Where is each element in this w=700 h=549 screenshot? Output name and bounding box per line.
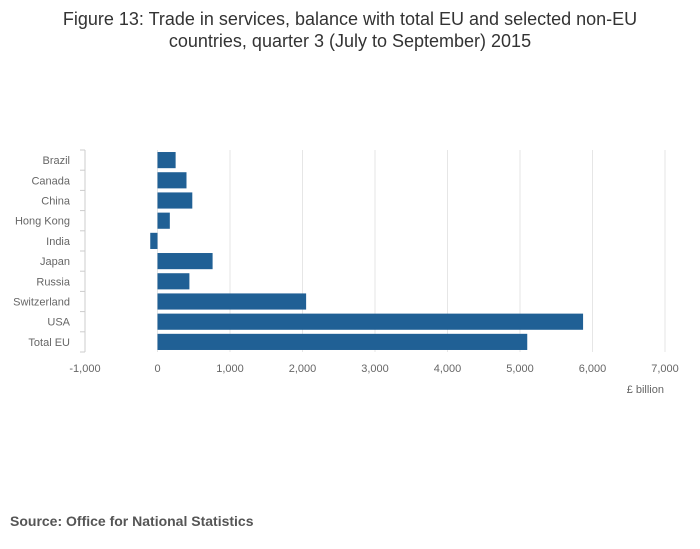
x-axis: -1,000 0 1,000 2,000 3,000 4,000 5,000 6,000 7,0… [69,363,678,375]
x-tick-label: -1,000 [69,363,100,375]
x-tick-label: 2,000 [289,363,317,375]
bar [157,212,170,229]
y-tick-label: Canada [31,175,70,187]
y-tick-label: China [41,196,71,208]
source-note: Source: Office for National Statistics [10,513,254,529]
y-tick-label: Brazil [42,155,70,167]
x-tick-label: 6,000 [579,363,607,375]
y-tick-label: Russia [36,276,71,288]
y-tick-label: USA [47,317,70,329]
bars [150,152,584,350]
x-axis-title: £ billion [627,384,664,396]
y-tick-label: Hong Kong [15,216,70,228]
x-tick-label: 1,000 [216,363,244,375]
x-tick-label: 7,000 [651,363,679,375]
bar [157,172,187,189]
chart-title-line-1: Figure 13: Trade in services, balance wi… [62,9,638,29]
bar [157,273,190,290]
y-tick-label: Total EU [28,337,70,349]
bar [157,192,193,209]
chart-title: Figure 13: Trade in services, balance wi… [0,8,700,52]
x-tick-label: 0 [154,363,160,375]
y-tick-label: Japan [40,256,70,268]
bar [157,333,528,350]
x-tick-label: 4,000 [434,363,462,375]
y-axis: Brazil Canada China Hong Kong India Japan Russ… [13,149,86,353]
bar [157,253,213,270]
x-tick-label: 5,000 [506,363,534,375]
y-tick-label: India [46,236,71,248]
bar [150,232,158,249]
bar [157,152,176,169]
chart-title-line-2: countries, quarter 3 (July to September)… [168,31,532,51]
bar [157,313,584,330]
y-tick-label: Switzerland [13,297,70,309]
bar [157,293,307,310]
x-tick-label: 3,000 [361,363,389,375]
